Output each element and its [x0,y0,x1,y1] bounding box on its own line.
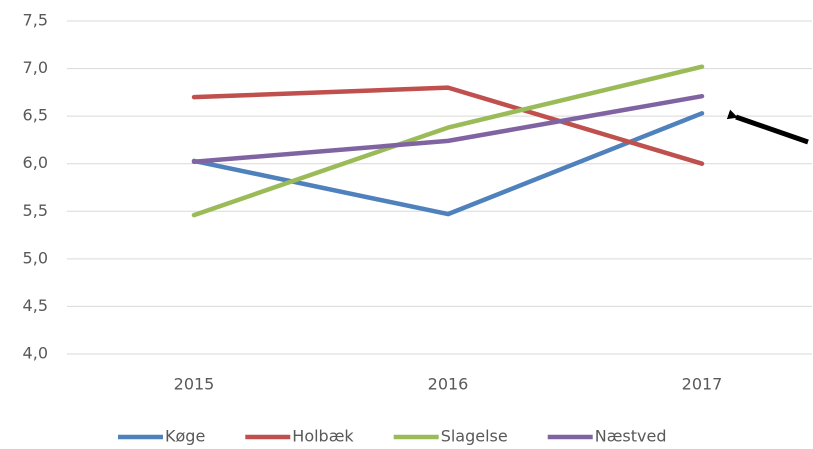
legend-label: Køge [165,427,205,446]
x-tick-label: 2015 [174,375,215,394]
series-line [191,93,705,165]
legend-label: Næstved [595,427,667,446]
y-tick-label: 6,5 [23,106,48,125]
y-tick-label: 5,0 [23,248,48,267]
annotation-arrow [726,109,809,145]
x-tick-label: 2017 [682,375,723,394]
legend-label: Slagelse [441,427,508,446]
y-tick-label: 7,5 [23,11,48,30]
y-tick-label: 4,0 [23,344,48,363]
x-tick-label: 2016 [428,375,469,394]
series-line [191,64,705,218]
legend: Køge Holbæk Slagelse Næstved [118,427,666,446]
y-tick-label: 5,5 [23,201,48,220]
legend-label: Holbæk [292,427,354,446]
y-tick-label: 6,0 [23,153,48,172]
y-tick-label: 4,5 [23,296,48,315]
plot [191,64,705,218]
series-line [191,85,705,166]
y-tick-label: 7,0 [23,58,48,77]
series-line [191,111,705,217]
